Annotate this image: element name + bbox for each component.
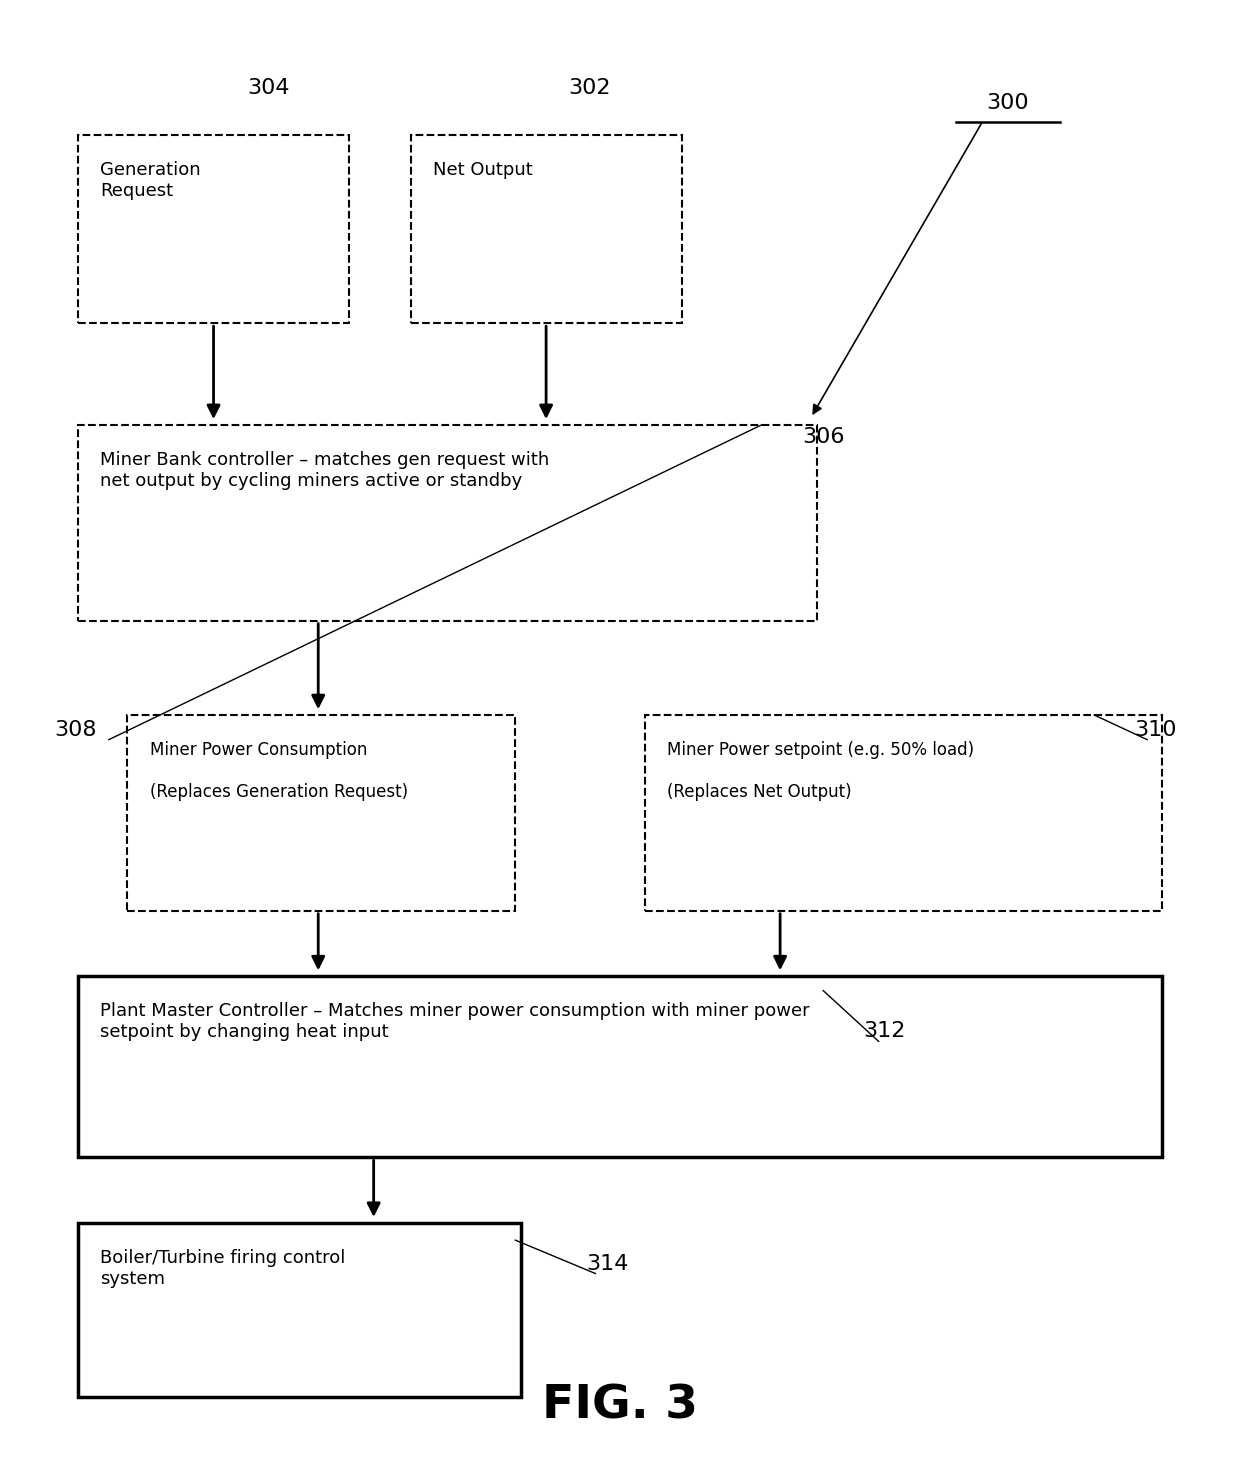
- Text: Plant Master Controller – Matches miner power consumption with miner power
setpo: Plant Master Controller – Matches miner …: [100, 1002, 810, 1042]
- FancyBboxPatch shape: [78, 134, 348, 324]
- Text: Miner Power Consumption

(Replaces Generation Request): Miner Power Consumption (Replaces Genera…: [150, 741, 408, 801]
- Text: Generation
Request: Generation Request: [100, 160, 201, 200]
- Text: 308: 308: [55, 719, 97, 740]
- Text: 300: 300: [987, 93, 1029, 112]
- Text: Boiler/Turbine firing control
system: Boiler/Turbine firing control system: [100, 1249, 346, 1288]
- FancyBboxPatch shape: [78, 1223, 522, 1396]
- FancyBboxPatch shape: [128, 715, 516, 910]
- Text: 304: 304: [248, 79, 290, 98]
- FancyBboxPatch shape: [410, 134, 682, 324]
- Text: Miner Power setpoint (e.g. 50% load)

(Replaces Net Output): Miner Power setpoint (e.g. 50% load) (Re…: [667, 741, 973, 801]
- Text: 302: 302: [568, 79, 610, 98]
- FancyBboxPatch shape: [78, 425, 817, 620]
- Text: FIG. 3: FIG. 3: [542, 1383, 698, 1428]
- FancyBboxPatch shape: [78, 976, 1162, 1157]
- Text: 314: 314: [587, 1253, 629, 1274]
- Text: Miner Bank controller – matches gen request with
net output by cycling miners ac: Miner Bank controller – matches gen requ…: [100, 451, 549, 490]
- Text: 312: 312: [863, 1021, 906, 1042]
- Text: Net Output: Net Output: [433, 160, 532, 179]
- Text: 306: 306: [802, 426, 844, 446]
- Text: 310: 310: [1135, 719, 1177, 740]
- FancyBboxPatch shape: [645, 715, 1162, 910]
